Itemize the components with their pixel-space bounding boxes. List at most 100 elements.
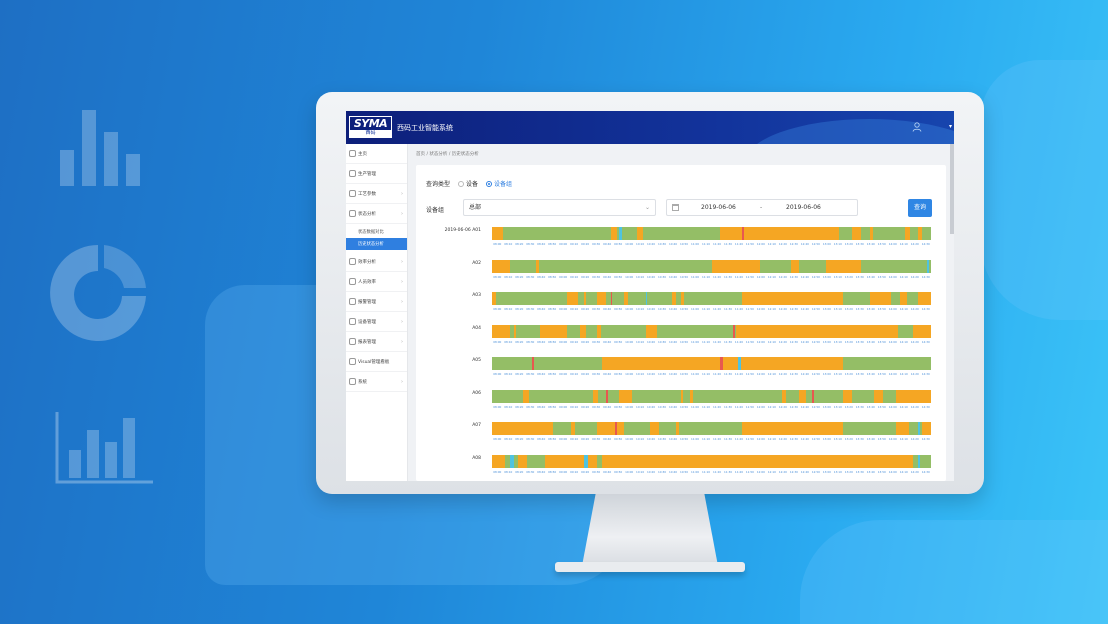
radio-device-label[interactable]: 设备 — [466, 181, 479, 188]
status-segment-idle[interactable] — [843, 389, 852, 403]
breadcrumb-home[interactable]: 首页 — [416, 152, 425, 157]
status-segment-idle[interactable] — [742, 292, 844, 305]
status-segment-alarm[interactable] — [531, 357, 535, 370]
status-segment-idle[interactable] — [492, 324, 510, 338]
query-button[interactable]: 查询 — [908, 199, 932, 217]
status-segment-idle[interactable] — [834, 357, 839, 370]
sidebar-item-0[interactable]: 主页 — [346, 144, 407, 164]
status-segment-alarm[interactable] — [606, 389, 609, 403]
status-segment-idle[interactable] — [781, 389, 787, 403]
status-segment-idle[interactable] — [913, 324, 931, 338]
status-segment-idle[interactable] — [922, 422, 931, 435]
status-segment-idle[interactable] — [597, 324, 601, 338]
device-group-select[interactable]: 总部 ⌄ — [463, 199, 656, 216]
status-segment-idle[interactable] — [492, 227, 503, 240]
timeline-bar[interactable] — [492, 292, 931, 305]
status-segment-idle[interactable] — [904, 227, 910, 240]
status-segment-idle[interactable] — [636, 227, 644, 240]
timeline-bar[interactable] — [492, 357, 931, 370]
status-segment-idle[interactable] — [680, 389, 684, 403]
sidebar-item-1[interactable]: 生产管理 — [346, 164, 407, 184]
date-end[interactable]: 2019-06-06 — [786, 204, 821, 211]
status-segment-idle[interactable] — [597, 292, 607, 305]
status-segment-idle[interactable] — [597, 422, 624, 435]
status-segment-idle[interactable] — [601, 454, 914, 468]
status-segment-idle[interactable] — [790, 259, 800, 273]
status-segment-idle[interactable] — [680, 292, 685, 305]
timeline-bar[interactable] — [492, 259, 931, 273]
status-segment-alarm[interactable] — [614, 422, 618, 435]
status-segment-idle[interactable] — [492, 259, 510, 273]
date-range-picker[interactable]: 2019-06-06 - 2019-06-06 — [666, 199, 858, 216]
status-segment-idle[interactable] — [917, 227, 923, 240]
status-segment-idle[interactable] — [492, 454, 506, 468]
status-segment-other[interactable] — [509, 454, 514, 468]
status-segment-idle[interactable] — [689, 389, 694, 403]
status-segment-alarm[interactable] — [742, 227, 744, 240]
timeline-bar[interactable] — [492, 454, 931, 468]
status-segment-other[interactable] — [584, 454, 588, 468]
radio-device-group-label[interactable]: 设备组 — [494, 181, 513, 188]
status-segment-idle[interactable] — [610, 227, 618, 240]
status-segment-idle[interactable] — [579, 324, 587, 338]
status-segment-idle[interactable] — [650, 422, 659, 435]
sidebar-item-10[interactable]: 系统 › — [346, 372, 407, 392]
sidebar-item-3[interactable]: 状态分析 › — [346, 204, 407, 224]
sidebar-item-6[interactable]: 报警管理 › — [346, 292, 407, 312]
breadcrumb-status[interactable]: 状态分析 — [429, 152, 448, 157]
status-segment-idle[interactable] — [895, 422, 910, 435]
status-segment-other[interactable] — [917, 454, 921, 468]
status-segment-idle[interactable] — [513, 324, 517, 338]
status-segment-idle[interactable] — [917, 292, 931, 305]
status-segment-idle[interactable] — [799, 389, 806, 403]
timeline-bar[interactable] — [492, 389, 931, 403]
timeline-bar[interactable] — [492, 324, 931, 338]
status-segment-other[interactable] — [917, 422, 921, 435]
status-segment-idle[interactable] — [592, 389, 599, 403]
status-segment-idle[interactable] — [720, 227, 839, 240]
user-icon[interactable] — [912, 122, 922, 132]
scrollbar[interactable] — [950, 144, 954, 234]
status-segment-idle[interactable] — [518, 454, 528, 468]
status-segment-idle[interactable] — [825, 259, 861, 273]
timeline-bar[interactable] — [492, 422, 931, 435]
submenu-item-0[interactable]: 状态数据对比 — [358, 230, 384, 235]
status-segment-idle[interactable] — [522, 389, 530, 403]
sidebar-item-7[interactable]: 设备管理 › — [346, 312, 407, 332]
radio-device-group[interactable] — [486, 180, 493, 187]
status-segment-idle[interactable] — [492, 422, 554, 435]
status-segment-idle[interactable] — [869, 227, 874, 240]
status-segment-idle[interactable] — [671, 292, 677, 305]
submenu-item-1[interactable]: 历史状态分析 — [346, 238, 407, 250]
status-segment-idle[interactable] — [869, 292, 892, 305]
status-segment-idle[interactable] — [584, 292, 587, 305]
radio-device[interactable] — [458, 180, 465, 187]
status-segment-idle[interactable] — [873, 389, 883, 403]
status-segment-idle[interactable] — [535, 259, 539, 273]
status-segment-other[interactable] — [645, 292, 648, 305]
status-segment-idle[interactable] — [619, 389, 633, 403]
status-segment-idle[interactable] — [676, 422, 679, 435]
status-segment-idle[interactable] — [540, 324, 567, 338]
sidebar-item-2[interactable]: 工艺参数 › — [346, 184, 407, 204]
status-segment-idle[interactable] — [742, 422, 844, 435]
status-segment-alarm[interactable] — [720, 357, 723, 370]
status-segment-idle[interactable] — [544, 454, 598, 468]
status-segment-idle[interactable] — [851, 227, 861, 240]
date-start[interactable]: 2019-06-06 — [701, 204, 736, 211]
status-segment-idle[interactable] — [645, 324, 657, 338]
status-segment-alarm[interactable] — [812, 389, 815, 403]
sidebar-item-4[interactable]: 效率分析 › — [346, 252, 407, 272]
timeline-bar[interactable] — [492, 227, 931, 240]
status-segment-other[interactable] — [619, 227, 622, 240]
sidebar-item-9[interactable]: Visual管理看板 — [346, 352, 407, 372]
status-segment-idle[interactable] — [566, 292, 578, 305]
status-segment-alarm[interactable] — [610, 292, 613, 305]
sidebar-item-8[interactable]: 报表管理 › — [346, 332, 407, 352]
status-segment-other[interactable] — [737, 357, 741, 370]
status-segment-idle[interactable] — [735, 324, 899, 338]
sidebar-item-5[interactable]: 人员效率 › — [346, 272, 407, 292]
status-segment-idle[interactable] — [623, 292, 629, 305]
status-segment-alarm[interactable] — [733, 324, 736, 338]
status-segment-other[interactable] — [926, 259, 930, 273]
